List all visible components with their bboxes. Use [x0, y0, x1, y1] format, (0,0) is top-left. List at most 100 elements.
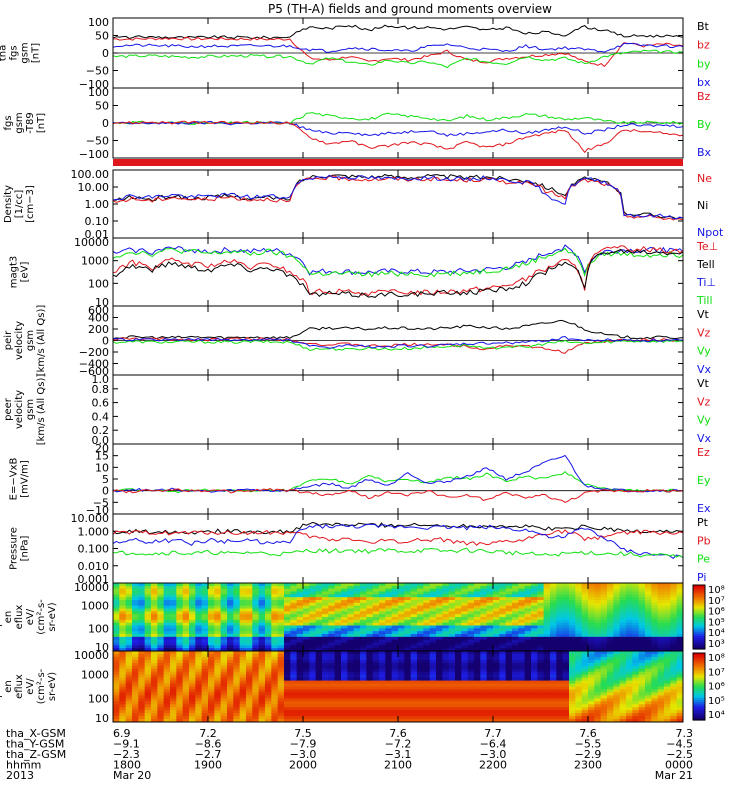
spectrogram-cell	[588, 651, 595, 655]
spectrogram-cell	[157, 594, 165, 598]
spectrogram-cell	[442, 719, 450, 723]
spectrogram-cell	[581, 611, 589, 615]
spectrogram-cell	[543, 656, 551, 661]
spectrogram-cell	[505, 617, 513, 621]
spectrogram-cell	[385, 671, 393, 676]
spectrogram-cell	[429, 719, 437, 723]
spectrogram-cell	[575, 642, 583, 646]
spectrogram-cell	[227, 680, 234, 685]
spectrogram-cell	[410, 689, 418, 693]
spectrogram-cell	[556, 692, 564, 696]
spectrogram-cell	[632, 701, 640, 705]
spectrogram-cell	[246, 611, 253, 615]
spectrogram-cell	[385, 605, 393, 609]
spectrogram-cell	[315, 662, 323, 667]
spectrogram-cell	[657, 662, 665, 667]
spectrogram-cell	[170, 634, 177, 638]
spectrogram-cell	[645, 614, 652, 618]
spectrogram-cell	[613, 653, 621, 658]
spectrogram-cell	[442, 605, 450, 609]
spectrogram-cell	[284, 619, 291, 624]
spectrogram-cell	[341, 671, 348, 676]
spectrogram-cell	[556, 713, 564, 717]
spectrogram-cell	[151, 677, 158, 682]
spectrogram-cell	[341, 689, 348, 693]
y-tick-label: 600	[88, 304, 109, 317]
spectrogram-cell	[556, 600, 564, 604]
spectrogram-cell	[385, 591, 393, 595]
spectrogram-cell	[265, 695, 272, 699]
spectrogram-cell	[220, 625, 228, 629]
spectrogram-cell	[151, 600, 158, 604]
spectrogram-cell	[638, 619, 646, 624]
spectrogram-cell	[575, 594, 583, 598]
spectrogram-cell	[182, 677, 190, 682]
spectrogram-cell	[151, 662, 158, 667]
spectrogram-cell	[119, 686, 127, 690]
spectrogram-cell	[265, 639, 272, 643]
spectrogram-cell	[328, 619, 336, 624]
spectrogram-cell	[252, 713, 260, 717]
spectrogram-cell	[125, 600, 133, 604]
spectrogram-cell	[201, 639, 209, 643]
spectrogram-cell	[252, 651, 260, 655]
spectrogram-cell	[182, 719, 190, 723]
spectrogram-cell	[638, 583, 646, 587]
spectrogram-cell	[398, 680, 405, 685]
spectrogram-cell	[132, 631, 139, 635]
spectrogram-cell	[486, 625, 494, 629]
spectrogram-cell	[518, 698, 526, 702]
spectrogram-cell	[353, 713, 361, 717]
spectrogram-cell	[163, 686, 171, 690]
spectrogram-cell	[575, 634, 583, 638]
spectrogram-cell	[556, 659, 564, 664]
spectrogram-cell	[303, 668, 310, 673]
spectrogram-cell	[290, 674, 298, 679]
spectrogram-cell	[379, 653, 386, 658]
spectrogram-cell	[227, 704, 234, 708]
spectrogram-cell	[119, 719, 127, 723]
spectrogram-cell	[410, 710, 418, 714]
spectrogram-cell	[543, 695, 551, 699]
spectrogram-cell	[258, 692, 266, 696]
spectrogram-cell	[670, 645, 678, 649]
spectrogram-cell	[569, 631, 576, 635]
spectrogram-cell	[151, 665, 158, 670]
spectrogram-cell	[189, 716, 196, 720]
spectrogram-cell	[531, 689, 538, 693]
spectrogram-cell	[575, 698, 583, 702]
spectrogram-cell	[144, 674, 152, 679]
spectrogram-cell	[246, 619, 253, 624]
spectrogram-cell	[322, 625, 329, 629]
spectrogram-cell	[372, 695, 380, 699]
spectrogram-cell	[379, 710, 386, 714]
spectrogram-cell	[233, 671, 241, 676]
spectrogram-cell	[189, 611, 196, 615]
spectrogram-cell	[455, 617, 462, 621]
spectrogram-cell	[531, 653, 538, 658]
spectrogram-cell	[670, 588, 678, 592]
spectrogram-cell	[518, 642, 526, 646]
y-tick-label: 400	[88, 312, 109, 325]
spectrogram-cell	[569, 594, 576, 598]
spectrogram-cell	[353, 642, 361, 646]
spectrogram-cell	[379, 611, 386, 615]
spectrogram-cell	[461, 611, 469, 615]
spectrogram-cell	[436, 619, 443, 624]
spectrogram-cell	[379, 622, 386, 626]
spectrogram-cell	[550, 631, 557, 635]
spectrogram-cell	[233, 642, 241, 646]
spectrogram-cell	[556, 617, 564, 621]
spectrogram-cell	[524, 634, 532, 638]
spectrogram-cell	[645, 653, 652, 658]
spectrogram-cell	[651, 671, 659, 676]
spectrogram-cell	[651, 605, 659, 609]
spectrogram-cell	[233, 668, 241, 673]
spectrogram-cell	[619, 659, 627, 664]
spectrogram-cell	[176, 597, 184, 601]
spectrogram-cell	[132, 659, 139, 664]
spectrogram-cell	[581, 628, 589, 632]
spectrogram-cell	[296, 695, 304, 699]
spectrogram-cell	[182, 585, 190, 590]
spectrogram-cell	[132, 719, 139, 723]
